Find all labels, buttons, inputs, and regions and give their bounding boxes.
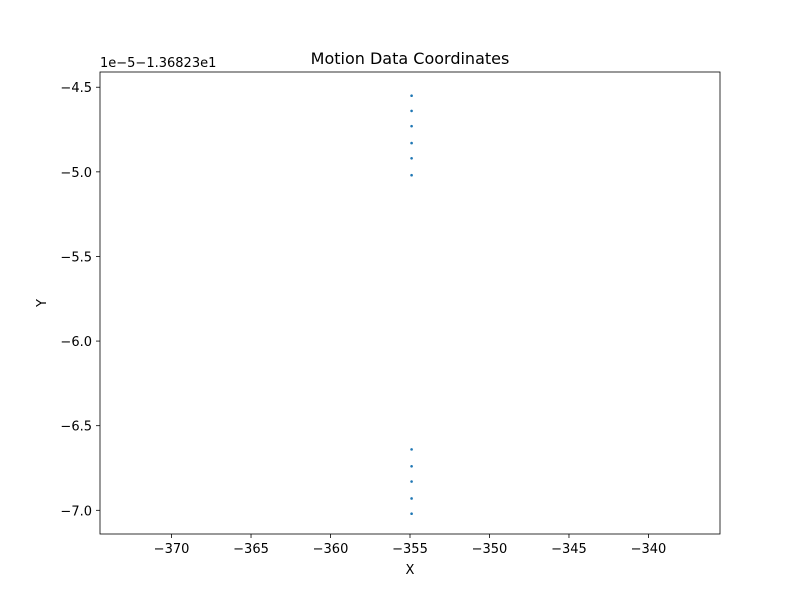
y-tick-label: −7.0 [60,504,92,519]
y-tick-label: −4.5 [60,81,92,96]
data-point [410,157,413,160]
y-tick-label: −6.0 [60,335,92,350]
x-tick-label: −360 [313,542,349,557]
data-point [410,465,413,468]
plot-area [410,94,413,515]
y-offset-label: 1e−5−1.36823e1 [100,56,216,71]
data-point [410,141,413,145]
x-axis-ticks: −370 −365 −360 −355 −350 −345 −340 [154,534,667,557]
x-axis-label: X [406,563,415,578]
y-axis-ticks: −4.5 −5.0 −5.5 −6.0 −6.5 −7.0 [60,81,100,519]
x-tick-label: −355 [392,542,428,557]
y-tick-label: −5.5 [60,250,92,265]
data-point [410,124,413,128]
y-tick-label: −5.0 [60,166,92,181]
x-tick-label: −365 [233,542,269,557]
x-tick-label: −340 [631,542,667,557]
chart-title: Motion Data Coordinates [311,49,510,68]
data-point [410,109,413,113]
data-point [410,480,413,483]
data-point [410,497,413,500]
y-axis-label: Y [35,299,50,308]
data-point [410,448,413,451]
x-tick-label: −345 [551,542,587,557]
y-tick-label: −6.5 [60,420,92,435]
x-tick-label: −370 [154,542,190,557]
data-point [410,173,413,177]
x-tick-label: −350 [472,542,508,557]
data-point [410,512,413,515]
data-point [410,94,413,97]
